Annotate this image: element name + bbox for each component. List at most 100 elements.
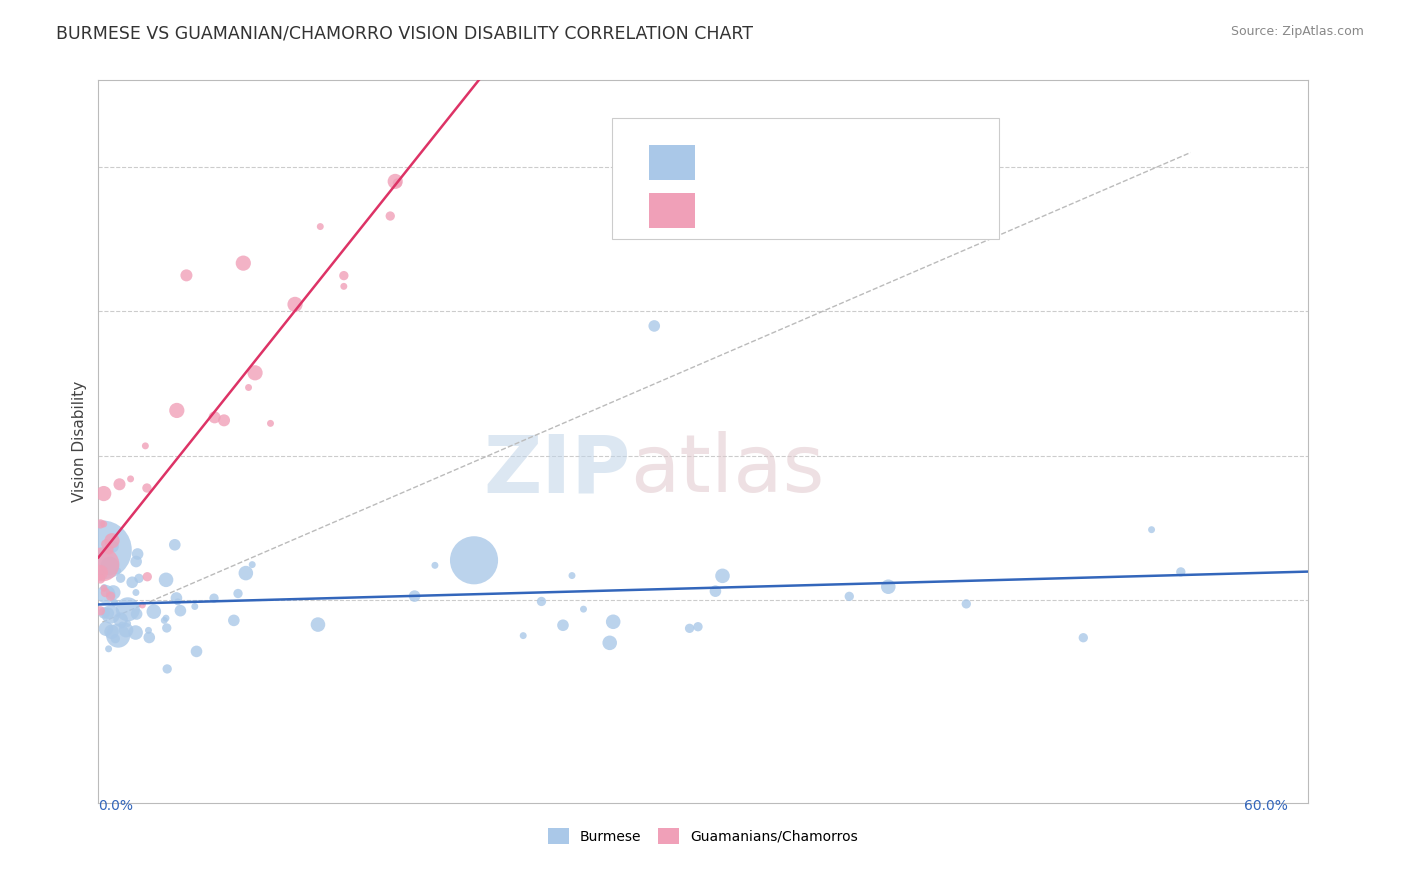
- Point: [165, 591, 187, 605]
- Point: [110, 571, 132, 585]
- Point: [678, 621, 700, 635]
- Point: [384, 174, 406, 188]
- Point: [512, 629, 534, 643]
- Point: [704, 584, 727, 599]
- Point: [117, 616, 139, 631]
- Point: [104, 632, 127, 646]
- Point: [98, 558, 121, 573]
- Point: [163, 538, 186, 552]
- Point: [103, 595, 125, 609]
- Point: [232, 256, 254, 270]
- Point: [110, 613, 132, 627]
- Point: [89, 567, 111, 582]
- Point: [120, 472, 142, 486]
- FancyBboxPatch shape: [648, 194, 695, 228]
- Point: [156, 662, 179, 676]
- Point: [125, 585, 148, 599]
- Point: [93, 486, 115, 500]
- Point: [156, 621, 179, 635]
- Point: [108, 477, 131, 491]
- Point: [333, 268, 356, 283]
- FancyBboxPatch shape: [613, 118, 1000, 239]
- Point: [380, 209, 402, 223]
- Point: [115, 623, 138, 637]
- Point: [131, 598, 153, 612]
- Point: [877, 580, 900, 594]
- Point: [89, 566, 111, 580]
- Point: [101, 533, 124, 548]
- Point: [1170, 565, 1192, 579]
- Point: [93, 606, 115, 620]
- Point: [138, 624, 160, 638]
- Point: [128, 571, 150, 585]
- Point: [686, 620, 709, 634]
- Point: [94, 585, 117, 599]
- Point: [602, 615, 624, 629]
- Text: ZIP: ZIP: [484, 432, 630, 509]
- Text: BURMESE VS GUAMANIAN/CHAMORRO VISION DISABILITY CORRELATION CHART: BURMESE VS GUAMANIAN/CHAMORRO VISION DIS…: [56, 25, 754, 43]
- Point: [423, 558, 446, 573]
- Point: [100, 589, 122, 603]
- Point: [333, 279, 356, 293]
- FancyBboxPatch shape: [648, 145, 695, 180]
- Point: [121, 575, 143, 590]
- Point: [103, 585, 125, 599]
- Point: [169, 604, 191, 618]
- Point: [711, 569, 734, 583]
- Point: [89, 516, 111, 531]
- Point: [561, 568, 583, 582]
- Point: [463, 553, 485, 567]
- Point: [136, 570, 159, 584]
- Point: [235, 566, 257, 580]
- Point: [259, 417, 281, 431]
- Point: [94, 587, 117, 601]
- Point: [135, 481, 157, 495]
- Point: [97, 641, 120, 656]
- Point: [107, 629, 129, 643]
- Point: [93, 516, 115, 531]
- Point: [142, 605, 165, 619]
- Point: [89, 572, 111, 586]
- Point: [166, 403, 188, 417]
- Point: [107, 564, 129, 578]
- Point: [240, 558, 263, 572]
- Point: [100, 607, 122, 622]
- Point: [404, 589, 426, 603]
- Text: 0.0%: 0.0%: [98, 799, 134, 814]
- Point: [186, 644, 208, 658]
- Point: [202, 591, 225, 606]
- Point: [643, 318, 665, 333]
- Point: [97, 542, 120, 557]
- Point: [94, 622, 117, 636]
- Point: [93, 582, 115, 596]
- Point: [125, 555, 148, 569]
- Y-axis label: Vision Disability: Vision Disability: [72, 381, 87, 502]
- Point: [307, 617, 329, 632]
- Point: [94, 537, 117, 551]
- Point: [212, 413, 235, 427]
- Text: atlas: atlas: [630, 432, 825, 509]
- Point: [222, 614, 245, 628]
- Point: [838, 590, 860, 604]
- Point: [184, 599, 207, 614]
- Point: [155, 573, 177, 587]
- Point: [97, 607, 120, 621]
- Point: [243, 366, 266, 380]
- Point: [309, 219, 332, 234]
- Point: [176, 268, 198, 283]
- Point: [226, 586, 249, 600]
- Point: [134, 439, 156, 453]
- Point: [955, 597, 977, 611]
- Point: [599, 636, 621, 650]
- Point: [124, 625, 146, 640]
- Legend: Burmese, Guamanians/Chamorros: Burmese, Guamanians/Chamorros: [543, 822, 863, 850]
- Point: [111, 618, 134, 632]
- Point: [204, 410, 226, 425]
- Text: Source: ZipAtlas.com: Source: ZipAtlas.com: [1230, 25, 1364, 38]
- Point: [91, 558, 114, 572]
- Point: [127, 547, 149, 561]
- Point: [100, 624, 122, 639]
- Point: [572, 602, 595, 616]
- Text: 60.0%: 60.0%: [1244, 799, 1288, 814]
- Point: [387, 176, 409, 190]
